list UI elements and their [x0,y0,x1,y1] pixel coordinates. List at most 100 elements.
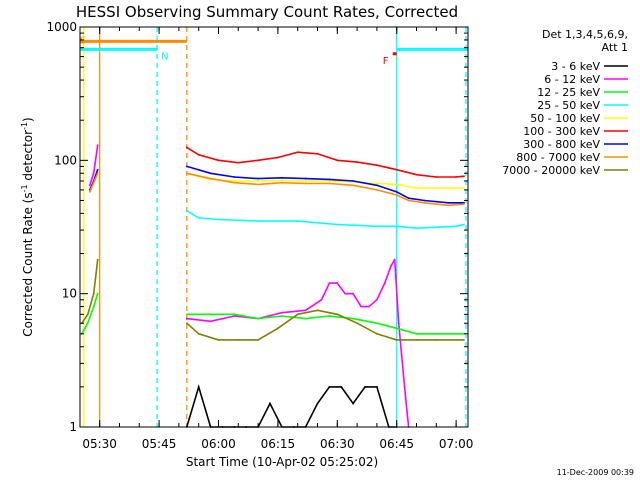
series-point [336,313,339,316]
series-point [217,218,220,221]
series-point [463,339,465,341]
series-point [415,227,418,230]
series-point [197,332,200,335]
series-point [455,225,458,228]
series-point [185,165,188,168]
series-point [395,339,398,341]
series-point [276,327,279,330]
legend-label-3: 12 - 25 keV [537,86,600,99]
legend-label-2: 6 - 12 keV [544,73,600,86]
series-point [423,201,426,204]
series-point [185,172,188,175]
series-point [352,180,355,182]
series-point [320,298,323,301]
x-axis-label: Start Time (10-Apr-02 05:25:02) [186,455,378,469]
legend-label-9: 7000 - 20000 keV [502,164,600,177]
series-point [217,339,220,341]
x-tick-label: 05:30 [82,437,117,451]
series-point [435,332,438,335]
series-point [209,177,212,180]
series-point [356,322,359,325]
series-point [455,339,458,341]
series-point [233,313,236,316]
series-point [233,180,236,182]
series-point [233,181,236,184]
series-6 [185,146,465,178]
series-point [257,177,259,180]
series-line-2-3 [393,259,410,428]
series-point [209,320,212,323]
y-tick-label: 100 [54,153,77,167]
series-point [185,209,188,212]
series-point [403,385,406,388]
flag-label-s: S [80,35,86,46]
series-point [352,402,355,405]
flag-label-n: N [161,51,168,62]
series-point [280,181,283,184]
series-point [237,339,240,341]
series-point [463,223,465,226]
series-point [395,327,398,330]
y-tick-label: 10 [62,287,77,301]
series-point [352,317,355,320]
series-point [209,172,212,175]
plot-frame [79,26,469,428]
series-point [455,176,458,178]
series-point [304,182,307,185]
series-point [393,258,396,261]
series-point [415,173,418,176]
series-point [185,317,188,320]
series-point [276,156,279,159]
series-point [368,305,370,308]
series-point [463,187,465,189]
x-tick-label: 06:15 [261,437,296,451]
series-point [209,313,212,316]
series-point [257,220,259,223]
y-axis-label-sup-2: -1 [20,122,29,130]
series-point [316,309,319,312]
series-point [92,172,95,175]
series-point [407,197,410,200]
series-point [376,189,378,191]
series-point [328,315,331,317]
series-point [92,305,95,308]
flag-label-f: F [383,56,389,67]
series-point [296,313,299,316]
series-point [395,190,398,193]
series-point [376,225,378,228]
series-point [328,180,331,182]
series-point [257,339,259,341]
series-point [197,153,200,156]
series-point [364,385,366,388]
series-point [435,339,438,341]
series-point [86,313,89,316]
series-point [415,187,418,189]
series-point [96,172,99,175]
series-point [352,184,355,187]
series-point [316,152,319,155]
footer-date: 11-Dec-2009 00:39 [557,468,634,477]
x-tick-label: 05:45 [142,437,177,451]
series-line-3-1 [81,293,99,335]
series-point [185,146,188,149]
series-line-8-2 [186,172,465,207]
series-point [296,220,299,223]
series-point [233,176,236,178]
series-point [455,332,458,335]
series-8 [88,172,465,207]
series-point [376,332,378,335]
legend-label-7: 300 - 800 keV [523,138,600,151]
series-point [423,199,426,202]
series-point [395,194,398,196]
y-axis-label: Corrected Count Rate (s-1 detector-1) [20,117,35,336]
series-point [88,184,91,187]
series-point [280,176,283,179]
series-point [397,322,400,325]
series-point [185,313,188,316]
x-tick-label: 06:00 [201,437,236,451]
y-tick-label: 1 [69,420,77,434]
series-point [257,159,259,162]
series-point [352,292,355,295]
